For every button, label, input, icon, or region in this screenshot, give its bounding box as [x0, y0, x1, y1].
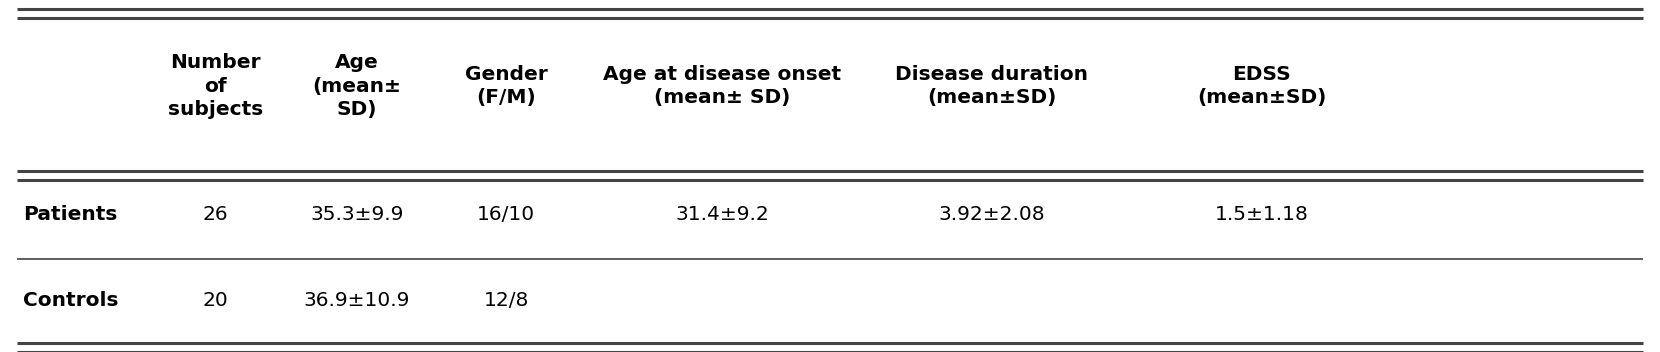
Text: 3.92±2.08: 3.92±2.08: [938, 205, 1046, 224]
Text: 16/10: 16/10: [476, 205, 536, 224]
Text: 20: 20: [203, 291, 229, 310]
Text: EDSS
(mean±SD): EDSS (mean±SD): [1197, 65, 1326, 107]
Text: 1.5±1.18: 1.5±1.18: [1215, 205, 1308, 224]
Text: 31.4±9.2: 31.4±9.2: [676, 205, 769, 224]
Text: Age
(mean±
SD): Age (mean± SD): [312, 53, 402, 119]
Text: 35.3±9.9: 35.3±9.9: [310, 205, 403, 224]
Text: Age at disease onset
(mean± SD): Age at disease onset (mean± SD): [603, 65, 842, 107]
Text: 36.9±10.9: 36.9±10.9: [304, 291, 410, 310]
Text: Patients: Patients: [23, 205, 118, 224]
Text: 12/8: 12/8: [483, 291, 530, 310]
Text: 26: 26: [203, 205, 229, 224]
Text: Controls: Controls: [23, 291, 120, 310]
Text: Disease duration
(mean±SD): Disease duration (mean±SD): [895, 65, 1089, 107]
Text: Gender
(F/M): Gender (F/M): [465, 65, 548, 107]
Text: Number
of
subjects: Number of subjects: [168, 53, 264, 119]
